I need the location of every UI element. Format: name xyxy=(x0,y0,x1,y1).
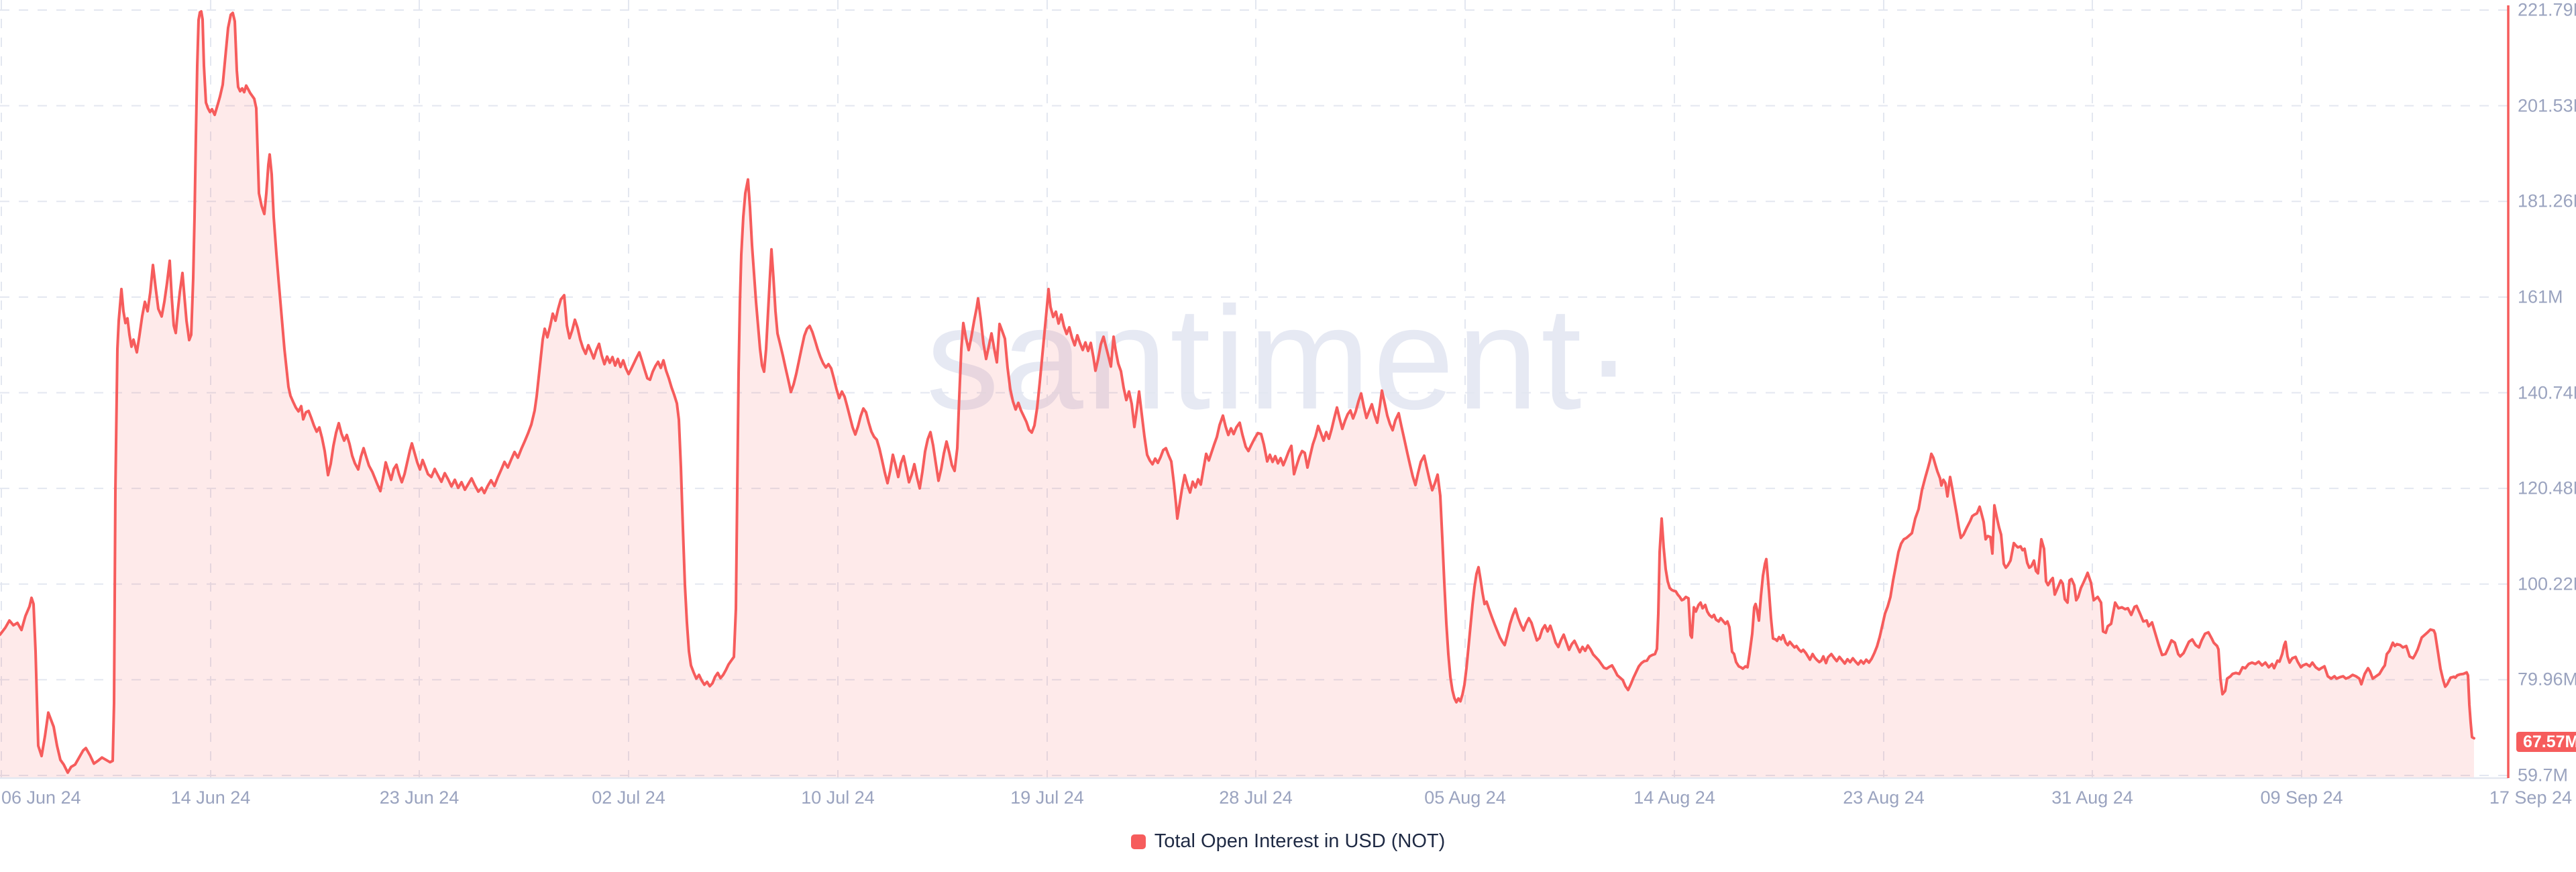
y-axis-tick-label: 120.48M xyxy=(2518,478,2576,498)
legend[interactable]: Total Open Interest in USD (NOT) xyxy=(0,830,2576,853)
y-axis-tick-label: 201.53M xyxy=(2518,95,2576,116)
x-axis-tick-label: 06 Jun 24 xyxy=(1,787,81,808)
series-line xyxy=(0,10,2475,774)
x-axis-tick-label: 02 Jul 24 xyxy=(592,787,665,808)
x-axis-tick-label: 17 Sep 24 xyxy=(2489,787,2572,808)
x-axis-tick-label: 14 Aug 24 xyxy=(1633,787,1715,808)
x-axis-tick-label: 05 Aug 24 xyxy=(1424,787,1506,808)
y-axis-tick-label: 59.7M xyxy=(2518,765,2569,785)
y-axis-tick-label: 79.96M xyxy=(2518,669,2576,690)
y-axis-tick-label: 161M xyxy=(2518,286,2563,307)
y-axis-tick-label: 221.79M xyxy=(2518,0,2576,20)
open-interest-area-series xyxy=(0,10,2475,778)
series-legend-label[interactable]: Total Open Interest in USD (NOT) xyxy=(1154,830,1446,852)
series-area-fill xyxy=(0,11,2474,778)
y-axis-tick-label: 100.22M xyxy=(2518,574,2576,594)
last-value-badge: 67.57M xyxy=(2516,732,2576,752)
x-axis-tick-label: 09 Sep 24 xyxy=(2260,787,2343,808)
x-axis-tick-label: 23 Aug 24 xyxy=(1843,787,1925,808)
gridlines xyxy=(0,0,2508,778)
y-axis-tick-label: 140.74M xyxy=(2518,382,2576,403)
y-axis-tick-label: 181.26M xyxy=(2518,190,2576,211)
series-swatch-icon xyxy=(1130,834,1146,849)
x-axis-tick-label: 10 Jul 24 xyxy=(801,787,875,808)
x-axis-tick-label: 14 Jun 24 xyxy=(170,787,251,808)
x-axis-tick-label: 28 Jul 24 xyxy=(1219,787,1293,808)
x-axis-tick-label: 19 Jul 24 xyxy=(1010,787,1084,808)
x-axis-tick-label: 23 Jun 24 xyxy=(379,787,460,808)
x-axis-tick-label: 31 Aug 24 xyxy=(2051,787,2133,808)
